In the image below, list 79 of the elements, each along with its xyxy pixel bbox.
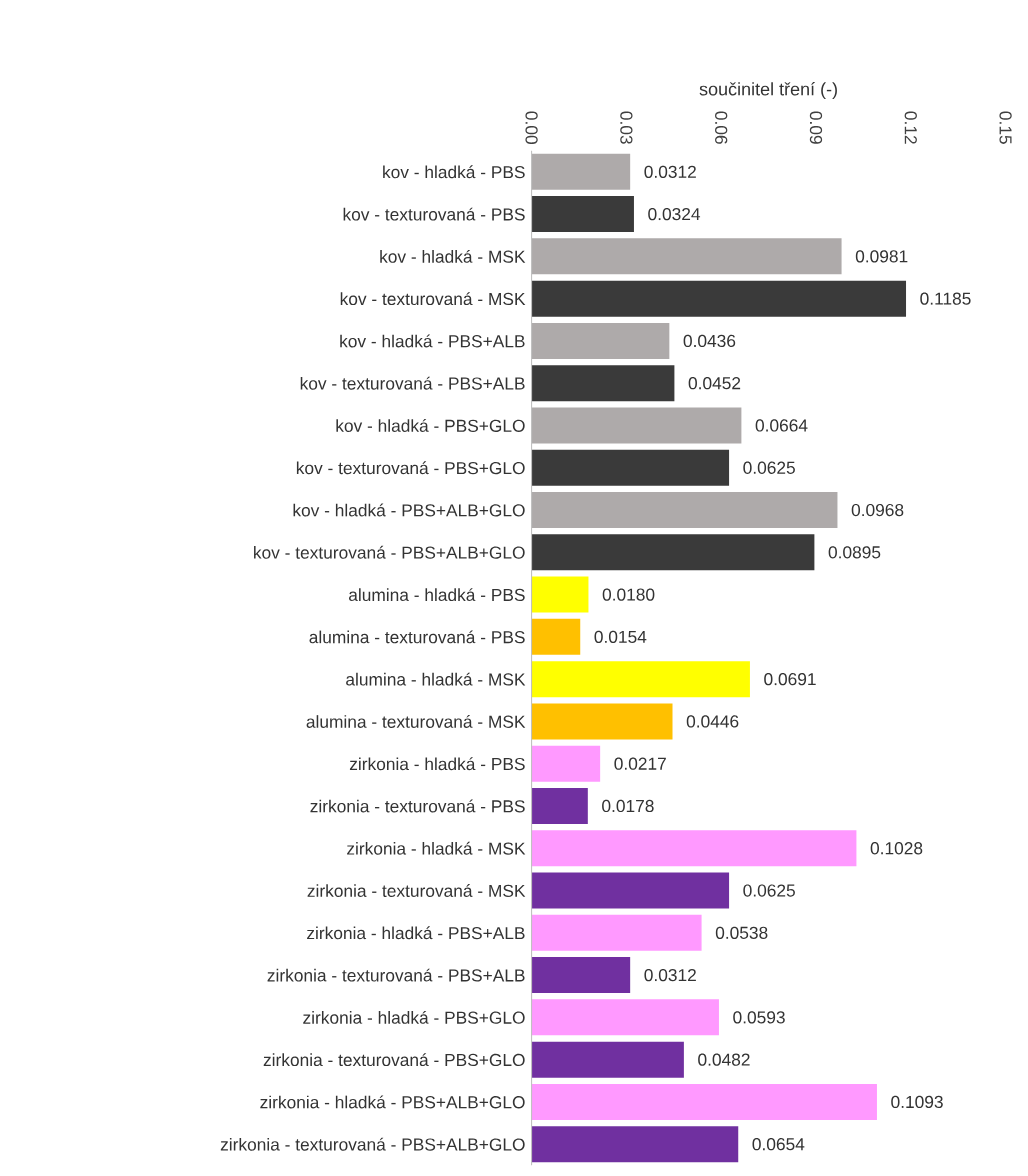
y-tick-label: zirkonia - texturovaná - PBS+GLO	[263, 1053, 525, 1067]
bar	[531, 407, 742, 444]
bar	[531, 872, 730, 909]
bar	[531, 576, 589, 613]
bar	[531, 280, 907, 317]
y-tick-label: zirkonia - texturovaná - MSK	[307, 884, 526, 897]
data-label: 0.0178	[602, 799, 654, 813]
data-label: 0.0446	[687, 715, 739, 728]
bar	[531, 787, 589, 824]
data-label: 0.1185	[920, 292, 971, 305]
y-tick-label: kov - hladká - PBS	[383, 165, 525, 179]
data-label: 0.0217	[614, 757, 667, 770]
data-label: 0.0436	[683, 334, 736, 348]
x-tick-label: 0.09	[810, 111, 823, 144]
bar	[531, 914, 702, 951]
data-label: 0.0538	[716, 926, 768, 939]
data-label: 0.0180	[602, 588, 655, 601]
x-tick-label: 0.12	[904, 111, 918, 144]
bar	[531, 492, 838, 529]
y-tick-label: alumina - texturovaná - MSK	[306, 714, 526, 728]
bar	[531, 153, 631, 190]
bar	[531, 957, 631, 994]
x-tick-label: 0.06	[715, 111, 728, 144]
data-label: 0.0968	[851, 503, 904, 517]
data-label: 0.0625	[743, 461, 796, 474]
y-tick-label: kov - hladká - MSK	[380, 249, 526, 263]
data-label: 0.0895	[828, 546, 881, 559]
bar	[531, 322, 670, 359]
y-tick-label: kov - hladká - PBS+ALB	[340, 334, 525, 348]
y-tick-label: kov - texturovaná - PBS	[343, 207, 525, 221]
y-tick-label: alumina - hladká - PBS	[349, 588, 525, 602]
bar	[531, 745, 601, 782]
y-tick-label: zirkonia - texturovaná - PBS+ALB+GLO	[221, 1137, 525, 1151]
bar	[531, 534, 815, 571]
bar	[531, 1083, 878, 1120]
data-label: 0.0482	[698, 1053, 750, 1066]
data-label: 0.0154	[594, 630, 647, 643]
data-label: 0.0664	[755, 419, 808, 432]
bar	[531, 703, 673, 740]
y-tick-label: kov - texturovaná - PBS+ALB	[300, 376, 525, 390]
data-label: 0.0452	[688, 377, 741, 390]
bar	[531, 238, 842, 275]
y-tick-label: zirkonia - hladká - PBS+GLO	[303, 1010, 525, 1024]
bar	[531, 365, 675, 402]
y-tick-label: zirkonia - hladká - PBS+ALB	[307, 926, 525, 940]
y-tick-label: alumina - hladká - MSK	[346, 672, 526, 686]
data-label: 0.0981	[856, 250, 908, 263]
y-tick-label: kov - texturovaná - PBS+ALB+GLO	[254, 545, 525, 559]
bar	[531, 830, 857, 867]
y-tick-label: kov - hladká - PBS+ALB+GLO	[293, 503, 525, 517]
y-tick-label: kov - texturovaná - MSK	[341, 292, 526, 306]
data-label: 0.0593	[733, 1011, 786, 1024]
data-label: 0.0625	[743, 884, 796, 897]
data-label: 0.0691	[764, 673, 816, 686]
bar	[531, 196, 635, 233]
bar	[531, 999, 720, 1036]
x-tick-label: 0.03	[620, 111, 633, 144]
x-tick-label: 0.15	[999, 111, 1012, 144]
y-tick-label: alumina - texturovaná - PBS	[309, 630, 525, 644]
bar	[531, 449, 730, 486]
y-tick-label: kov - texturovaná - PBS+GLO	[297, 461, 525, 475]
data-label: 0.0654	[752, 1138, 805, 1151]
y-tick-label: zirkonia - texturovaná - PBS+ALB	[267, 968, 525, 982]
data-label: 0.1093	[891, 1095, 944, 1109]
y-tick-label: kov - hladká - PBS+GLO	[336, 419, 525, 432]
data-label: 0.0324	[648, 207, 701, 221]
data-label: 0.0312	[644, 165, 697, 178]
y-tick-label: zirkonia - hladká - PBS	[350, 757, 525, 771]
data-label: 0.1028	[870, 842, 923, 855]
y-tick-label: zirkonia - texturovaná - PBS	[310, 799, 525, 813]
data-label: 0.0312	[644, 968, 697, 982]
bar	[531, 618, 581, 655]
y-tick-label: zirkonia - hladká - PBS+ALB+GLO	[260, 1095, 525, 1109]
x-tick-label: 0.00	[525, 111, 538, 144]
x-axis-title: součinitel tření (-)	[699, 82, 838, 100]
bar	[531, 1126, 739, 1163]
y-tick-label: zirkonia - hladká - MSK	[347, 841, 526, 855]
bar	[531, 1041, 685, 1078]
bar	[531, 661, 751, 698]
